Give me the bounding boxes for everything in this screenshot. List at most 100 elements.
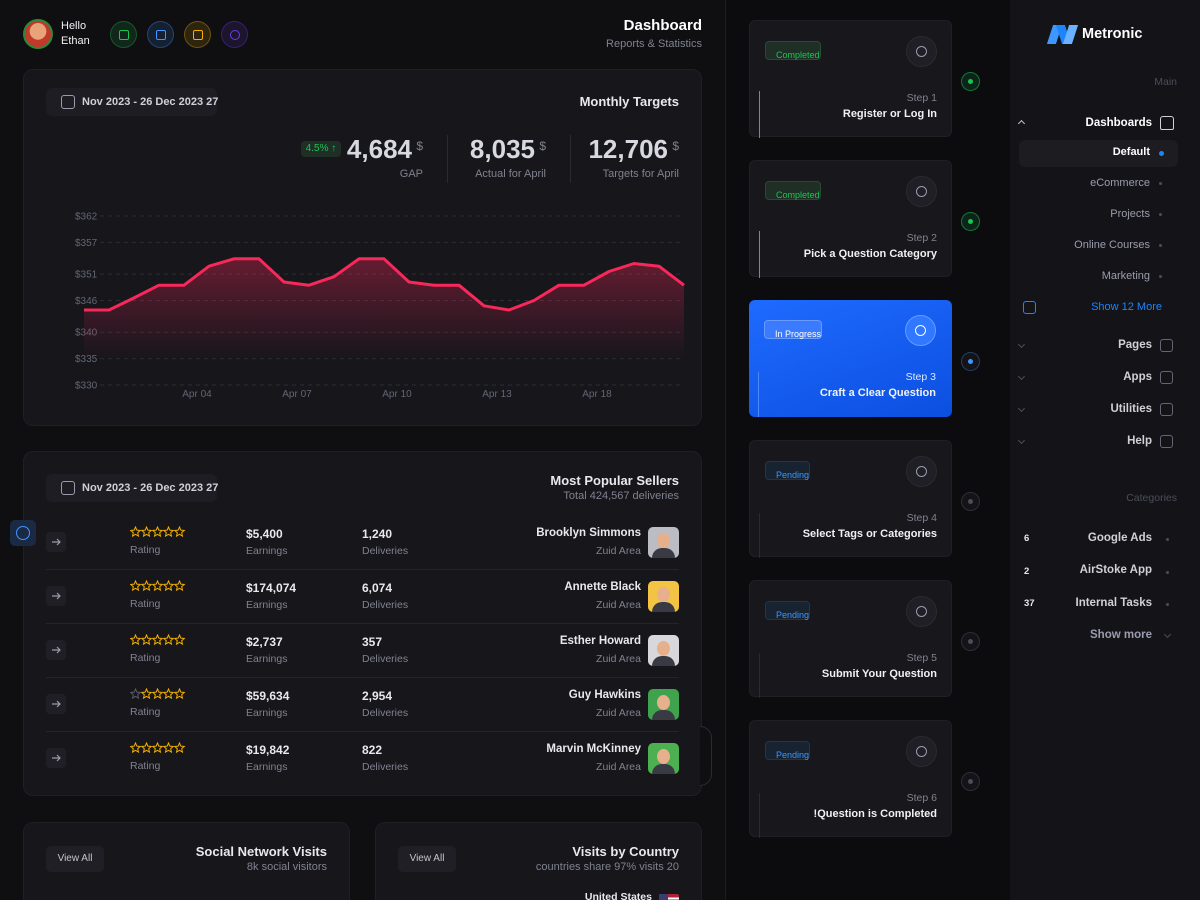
date-range: Nov 2023 - 26 Dec 2023 27	[82, 95, 219, 108]
menu-item-hit[interactable]	[1019, 264, 1178, 291]
star	[140, 688, 153, 700]
star	[162, 634, 175, 646]
step-icon-glyph	[915, 325, 926, 336]
step-number: Step 6	[906, 792, 937, 805]
step-card: Pending Step 4 Select Tags or Categories	[749, 440, 952, 558]
star	[130, 634, 142, 646]
page-subtitle: Reports & Statistics	[606, 38, 702, 51]
step-dot-core	[968, 499, 973, 504]
star	[140, 634, 153, 646]
view-all-label: View All	[57, 853, 93, 865]
menu-hit[interactable]	[1019, 429, 1178, 456]
plus-icon	[1023, 301, 1036, 314]
body	[652, 656, 675, 666]
step-number: Step 1	[906, 92, 937, 105]
row-action[interactable]	[46, 748, 66, 768]
stat-divider	[447, 135, 448, 183]
row-divider	[46, 569, 679, 570]
row-divider	[46, 731, 679, 732]
view-all-label: View All	[409, 853, 445, 865]
country-name: United States	[584, 891, 652, 900]
area	[84, 258, 684, 360]
icon	[156, 30, 166, 40]
step-dot	[961, 492, 980, 511]
face	[657, 587, 670, 602]
menu-item: Online Courses	[1074, 239, 1150, 252]
seller-name: Marvin McKinney	[546, 742, 641, 755]
menu-hit[interactable]	[1019, 397, 1178, 424]
row-action[interactable]	[46, 532, 66, 552]
step-dot	[961, 772, 980, 791]
star	[140, 742, 153, 754]
card-subtitle: Total 424,567 deliveries	[563, 490, 679, 503]
card-subtitle: countries share 97% visits 20	[535, 861, 679, 874]
rating-label: Rating	[130, 544, 161, 557]
star	[140, 526, 153, 538]
line	[84, 257, 685, 312]
menu-dot	[1159, 151, 1164, 156]
card-title: Monthly Targets	[579, 93, 679, 109]
stat-value: 8,035	[469, 133, 535, 164]
menu-item-active-bg[interactable]	[1019, 140, 1178, 167]
step-dot-core	[968, 219, 973, 224]
date-picker[interactable]	[46, 474, 217, 502]
status-text: Pending	[776, 610, 810, 621]
menu-item-hit[interactable]	[1019, 202, 1178, 229]
step-card: In Progress Step 3 Craft a Clear Question	[749, 300, 952, 417]
menu-hit[interactable]	[1019, 365, 1178, 392]
y-tick-label: $357	[75, 238, 98, 249]
card-title: Most Popular Sellers	[550, 472, 679, 488]
x-tick-label: Apr 10	[382, 389, 412, 400]
view-all-button[interactable]	[398, 846, 456, 872]
brand: Metronic	[1082, 26, 1143, 42]
menu-section: Utilities	[1110, 402, 1152, 415]
status-badge: Completed	[765, 41, 821, 60]
step-dot	[961, 212, 980, 231]
header-icon-button[interactable]	[184, 21, 211, 48]
star	[140, 580, 153, 592]
step-dot	[961, 72, 980, 91]
help-button[interactable]	[10, 520, 36, 546]
stat-divider	[570, 135, 571, 183]
arrow-icon	[52, 592, 61, 600]
rating-stars	[130, 742, 186, 754]
menu-heading: Dashboards	[1085, 116, 1152, 129]
arrow	[52, 646, 61, 654]
row-divider	[46, 623, 679, 624]
step-number: Step 4	[906, 512, 937, 525]
row-action[interactable]	[46, 694, 66, 714]
menu-item: Marketing	[1101, 270, 1150, 283]
deliveries: 6,074	[362, 580, 393, 595]
arrow-icon	[52, 700, 61, 708]
seller-avatar	[648, 635, 679, 666]
flag	[659, 894, 679, 900]
step-line	[759, 231, 760, 278]
arrow-icon	[52, 646, 61, 654]
row-action[interactable]	[46, 640, 66, 660]
header-icon-button[interactable]	[147, 21, 174, 48]
collapse-tab[interactable]	[700, 726, 712, 786]
star	[173, 634, 186, 646]
star	[151, 742, 164, 754]
header-icon-button[interactable]	[110, 21, 137, 48]
view-all-button[interactable]	[46, 846, 104, 872]
step-number: Step 2	[906, 232, 937, 245]
y-tick-label: $362	[75, 212, 98, 223]
section-icon	[1160, 371, 1173, 384]
earnings: $174,074	[246, 580, 297, 595]
menu-hit[interactable]	[1019, 333, 1178, 360]
step-title: Select Tags or Categories	[802, 528, 937, 541]
x-tick-label: Apr 04	[182, 389, 212, 400]
header-icon-button[interactable]	[221, 21, 248, 48]
icon	[230, 30, 240, 40]
card-title: Visits by Country	[572, 843, 679, 859]
date-picker[interactable]	[46, 88, 217, 116]
seller-avatar	[648, 581, 679, 612]
calendar-icon	[61, 481, 75, 495]
row-action[interactable]	[46, 586, 66, 606]
step-title: Craft a Clear Question	[819, 387, 936, 400]
earnings-label: Earnings	[246, 599, 288, 612]
user-name: Ethan	[61, 35, 90, 48]
earnings-label: Earnings	[246, 761, 288, 774]
section-icon	[1160, 339, 1173, 352]
